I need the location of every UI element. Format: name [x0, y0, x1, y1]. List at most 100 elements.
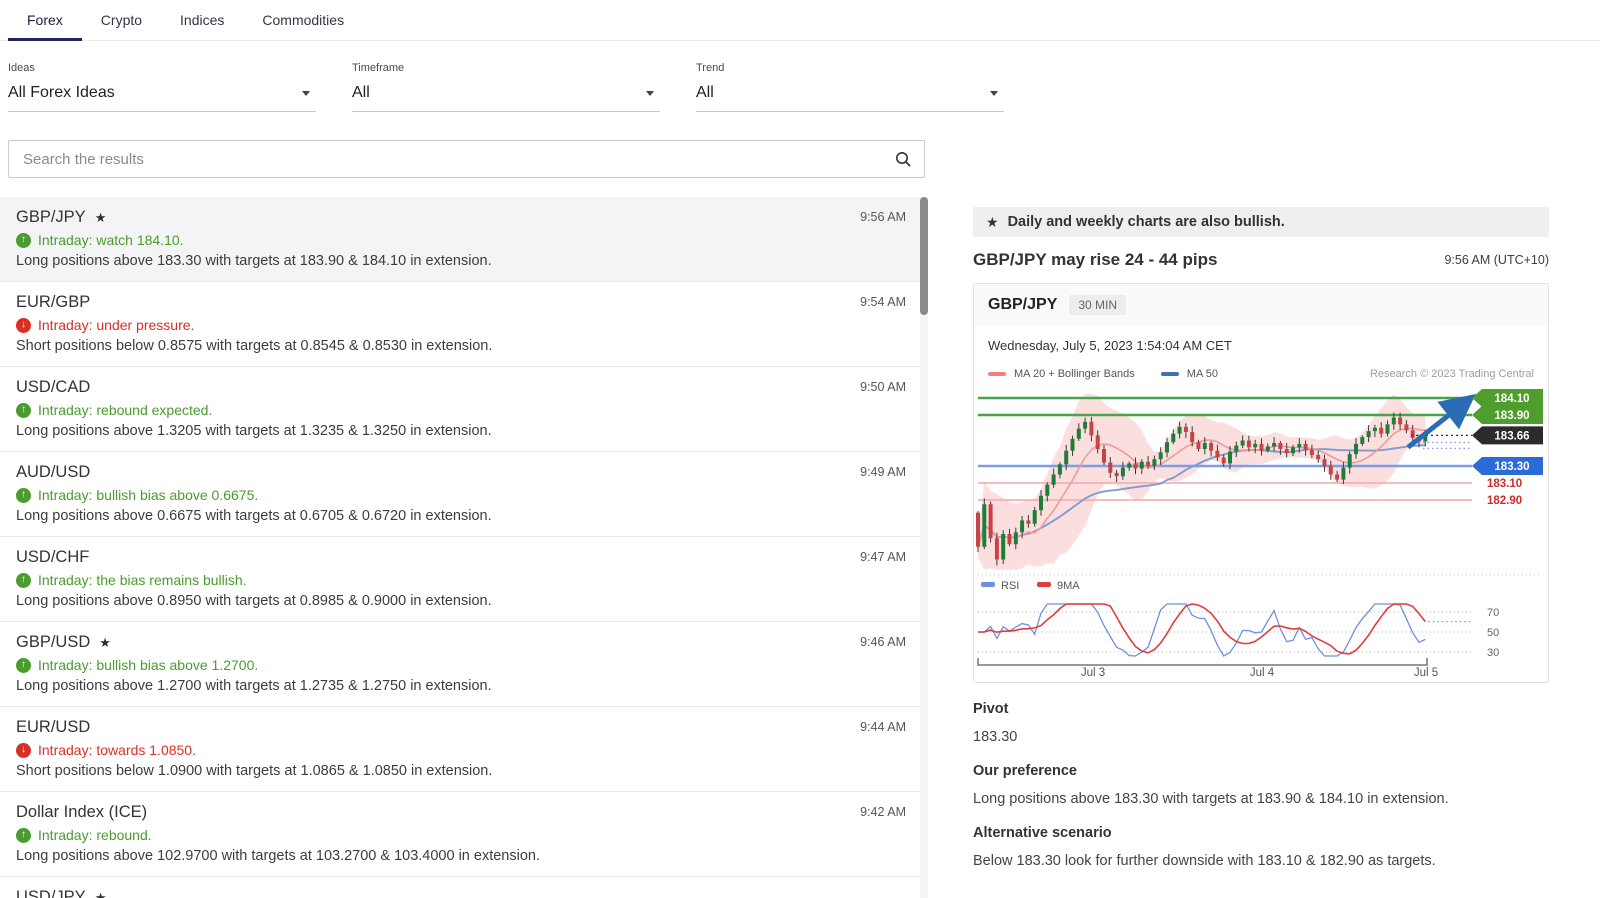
idea-row-aud-usd[interactable]: AUD/USD 9:49 AM ↑ Intraday: bullish bias ab…: [0, 451, 920, 536]
filter-value: All: [352, 84, 370, 101]
arrow-up-circle-icon: ↑: [16, 572, 31, 588]
filter-label-trend: Trend: [696, 62, 725, 74]
idea-description: Long positions above 0.6675 with targets…: [16, 508, 492, 524]
legend-item-ma-50: MA 50: [1160, 368, 1218, 380]
detail-timestamp: 9:56 AM (UTC+10): [1444, 253, 1549, 267]
filter-label-ideas: Ideas: [8, 62, 35, 74]
idea-row-eur-gbp[interactable]: EUR/GBP 9:54 AM ↓ Intraday: under pressure.…: [0, 281, 920, 366]
idea-row-gbp-usd[interactable]: GBP/USD ★ 9:46 AM ↑ Intraday: bullish bias a…: [0, 621, 920, 706]
idea-signal-text: Intraday: rebound.: [38, 827, 152, 843]
section-heading-alternative-scenario: Alternative scenario: [973, 825, 1112, 841]
main-content: GBP/JPY ★ 9:56 AM ↑ Intraday: watch 184.10. L…: [0, 197, 1600, 898]
idea-signal-text: Intraday: under pressure.: [38, 317, 195, 333]
svg-text:Jul 3: Jul 3: [1081, 667, 1105, 678]
idea-row-usd-cad[interactable]: USD/CAD 9:50 AM ↑ Intraday: rebound expecte…: [0, 366, 920, 451]
price-chart: 184.10 183.90 183.66 183.30 183.10 182.90 RSI 9…: [976, 389, 1543, 678]
idea-signal-text: Intraday: bullish bias above 0.6675.: [38, 487, 259, 503]
svg-text:50: 50: [1487, 627, 1499, 639]
idea-row-head: EUR/GBP 9:54 AM: [16, 293, 906, 312]
filter-trend: Trend All: [696, 62, 1004, 112]
idea-description: Short positions below 1.0900 with target…: [16, 763, 493, 779]
tab-crypto[interactable]: Crypto: [100, 12, 143, 28]
search-input[interactable]: [21, 149, 894, 169]
idea-row-head: AUD/USD 9:49 AM: [16, 463, 906, 482]
svg-text:9MA: 9MA: [1057, 580, 1080, 592]
research-credit: Research © 2023 Trading Central: [1369, 368, 1534, 380]
idea-pair: AUD/USD: [16, 463, 91, 481]
chevron-down-icon: [990, 90, 998, 96]
svg-text:30: 30: [1487, 647, 1499, 659]
star-icon: ★: [94, 890, 107, 898]
list-scrollbar[interactable]: [920, 197, 928, 898]
idea-signal-text: Intraday: towards 1.0850.: [38, 742, 196, 758]
idea-signal: ↑ Intraday: rebound.: [16, 826, 906, 844]
idea-row-head: Dollar Index (ICE) 9:42 AM: [16, 803, 906, 822]
svg-text:183.66: 183.66: [1494, 430, 1529, 442]
idea-row-usd-chf[interactable]: USD/CHF 9:47 AM ↑ Intraday: the bias remain…: [0, 536, 920, 621]
section-heading-our-preference: Our preference: [973, 763, 1077, 779]
section-body-our-preference: Long positions above 183.30 with targets…: [973, 791, 1449, 807]
idea-row-dollar-index-ice[interactable]: Dollar Index (ICE) 9:42 AM ↑ Intraday: rebo…: [0, 791, 920, 876]
idea-row-head: GBP/JPY ★ 9:56 AM: [16, 208, 906, 227]
idea-time: 9:56 AM: [860, 210, 906, 224]
scrollbar-thumb[interactable]: [920, 197, 928, 315]
idea-pair-group: USD/CHF: [16, 548, 89, 567]
banner-text: Daily and weekly charts are also bullish…: [1007, 214, 1285, 230]
svg-text:183.10: 183.10: [1487, 478, 1522, 490]
section-heading-pivot: Pivot: [973, 701, 1009, 717]
svg-text:Jul 4: Jul 4: [1250, 667, 1275, 678]
svg-text:RSI: RSI: [1001, 580, 1019, 592]
search-box[interactable]: [8, 140, 925, 178]
idea-pair-group: GBP/JPY ★: [16, 208, 106, 227]
idea-time: 9:47 AM: [860, 550, 906, 564]
idea-signal: ↓ Intraday: under pressure.: [16, 316, 906, 334]
idea-row-usd-jpy[interactable]: USD/JPY ★: [0, 876, 920, 898]
chart-card: GBP/JPY 30 MIN Wednesday, July 5, 2023 1…: [973, 283, 1549, 683]
idea-pair-group: GBP/USD ★: [16, 633, 111, 652]
idea-time: 9:54 AM: [860, 295, 906, 309]
detail-head-row: GBP/JPY may rise 24 - 44 pips 9:56 AM (U…: [973, 250, 1549, 270]
idea-description: Long positions above 1.3205 with targets…: [16, 423, 492, 439]
idea-pair-group: Dollar Index (ICE): [16, 803, 147, 822]
filter-select-trend[interactable]: All: [696, 74, 1004, 112]
idea-pair: USD/JPY: [16, 888, 86, 898]
idea-row-head: EUR/USD 9:44 AM: [16, 718, 906, 737]
legend-item-ma-20-bollinger-bands: MA 20 + Bollinger Bands: [988, 368, 1135, 380]
detail-banner: ★ Daily and weekly charts are also bulli…: [973, 207, 1549, 237]
idea-description: Long positions above 0.8950 with targets…: [16, 593, 492, 609]
asset-class-tabs: Forex Crypto Indices Commodities: [0, 0, 1600, 41]
idea-description: Long positions above 1.2700 with targets…: [16, 678, 492, 694]
svg-text:Jul 5: Jul 5: [1414, 667, 1438, 678]
arrow-up-circle-icon: ↑: [16, 487, 31, 503]
section-body-alternative-scenario: Below 183.30 look for further downside w…: [973, 853, 1436, 869]
detail-headline: GBP/JPY may rise 24 - 44 pips: [973, 250, 1218, 269]
tab-forex[interactable]: Forex: [8, 0, 82, 41]
tab-commodities[interactable]: Commodities: [262, 12, 345, 28]
search-icon[interactable]: [894, 150, 912, 168]
idea-pair: USD/CAD: [16, 378, 91, 396]
arrow-up-circle-icon: ↑: [16, 827, 31, 843]
idea-description: Long positions above 183.30 with targets…: [16, 253, 492, 269]
legend-label: MA 50: [1186, 368, 1218, 380]
idea-description: Short positions below 0.8575 with target…: [16, 338, 493, 354]
chevron-down-icon: [302, 90, 310, 96]
tab-indices[interactable]: Indices: [180, 12, 225, 28]
filter-select-ideas[interactable]: All Forex Ideas: [8, 74, 316, 112]
idea-row-gbp-jpy[interactable]: GBP/JPY ★ 9:56 AM ↑ Intraday: watch 184.10. L…: [0, 197, 920, 281]
idea-pair: USD/CHF: [16, 548, 90, 566]
legend-label: MA 20 + Bollinger Bands: [1014, 368, 1135, 380]
ideas-list: GBP/JPY ★ 9:56 AM ↑ Intraday: watch 184.10. L…: [0, 197, 920, 898]
arrow-up-circle-icon: ↑: [16, 232, 31, 248]
ideas-list-wrap: GBP/JPY ★ 9:56 AM ↑ Intraday: watch 184.10. L…: [0, 197, 928, 898]
star-icon: ★: [94, 210, 107, 225]
idea-description: Long positions above 102.9700 with targe…: [16, 848, 541, 864]
idea-pair: GBP/JPY: [16, 208, 86, 226]
svg-text:183.90: 183.90: [1494, 410, 1529, 422]
idea-row-eur-usd[interactable]: EUR/USD 9:44 AM ↓ Intraday: towards 1.0850.…: [0, 706, 920, 791]
idea-signal-text: Intraday: the bias remains bullish.: [38, 572, 247, 588]
arrow-down-circle-icon: ↓: [16, 742, 31, 758]
filter-select-timeframe[interactable]: All: [352, 74, 660, 112]
filter-label-timeframe: Timeframe: [352, 62, 405, 74]
idea-signal: ↑ Intraday: bullish bias above 0.6675.: [16, 486, 906, 504]
